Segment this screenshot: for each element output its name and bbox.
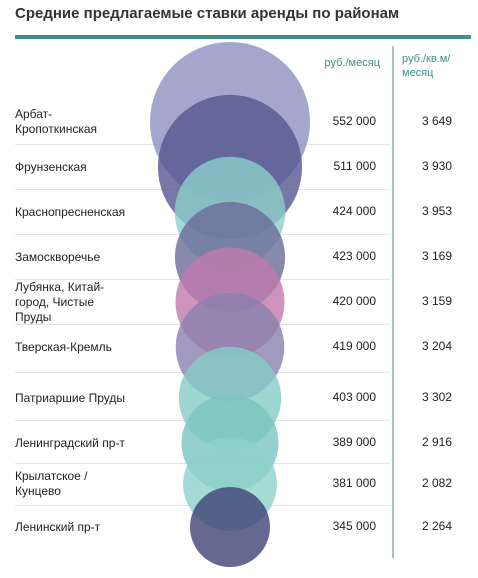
value-label: 3 204 xyxy=(421,339,452,353)
value-label: 420 000 xyxy=(332,294,376,308)
category-label: Лубянка, Китай-город, Чистые Пруды xyxy=(15,279,105,324)
title-rule xyxy=(15,35,471,39)
value-label: 3 649 xyxy=(421,114,452,128)
category-label: Арбат-Кропоткинская xyxy=(15,107,98,136)
value-label: 2 916 xyxy=(421,435,452,449)
category-label: Замоскворечье xyxy=(15,249,101,264)
value-label: 552 000 xyxy=(332,114,376,128)
value-label: 389 000 xyxy=(332,435,376,449)
value-label: 403 000 xyxy=(332,390,376,404)
column-header: руб./месяц xyxy=(324,57,380,69)
value-label: 424 000 xyxy=(332,204,376,218)
category-label: Фрунзенская xyxy=(15,159,87,174)
column-header: руб./кв.м/ месяц xyxy=(402,53,451,79)
value-label: 3 169 xyxy=(421,249,452,263)
category-label: Тверская-Кремль xyxy=(15,339,112,354)
value-label: 345 000 xyxy=(332,519,376,533)
value-label: 2 082 xyxy=(421,476,452,490)
value-label: 2 264 xyxy=(421,519,452,533)
category-label: Ленинский пр-т xyxy=(15,519,101,534)
value-label: 3 159 xyxy=(421,294,452,308)
category-label: Крылатское / Кунцево xyxy=(15,469,88,498)
chart-title: Средние предлагаемые ставки аренды по ра… xyxy=(15,5,400,22)
value-label: 381 000 xyxy=(332,476,376,490)
category-label: Патриаршие Пруды xyxy=(15,390,125,405)
category-label: Краснопресненская xyxy=(15,204,126,219)
value-label: 511 000 xyxy=(333,159,377,173)
value-label: 3 953 xyxy=(421,204,452,218)
value-label: 419 000 xyxy=(332,339,376,353)
bubble xyxy=(190,487,270,567)
category-label: Ленинградский пр-т xyxy=(15,435,125,450)
value-label: 423 000 xyxy=(332,249,376,263)
value-label: 3 930 xyxy=(421,159,452,173)
value-label: 3 302 xyxy=(421,390,452,404)
